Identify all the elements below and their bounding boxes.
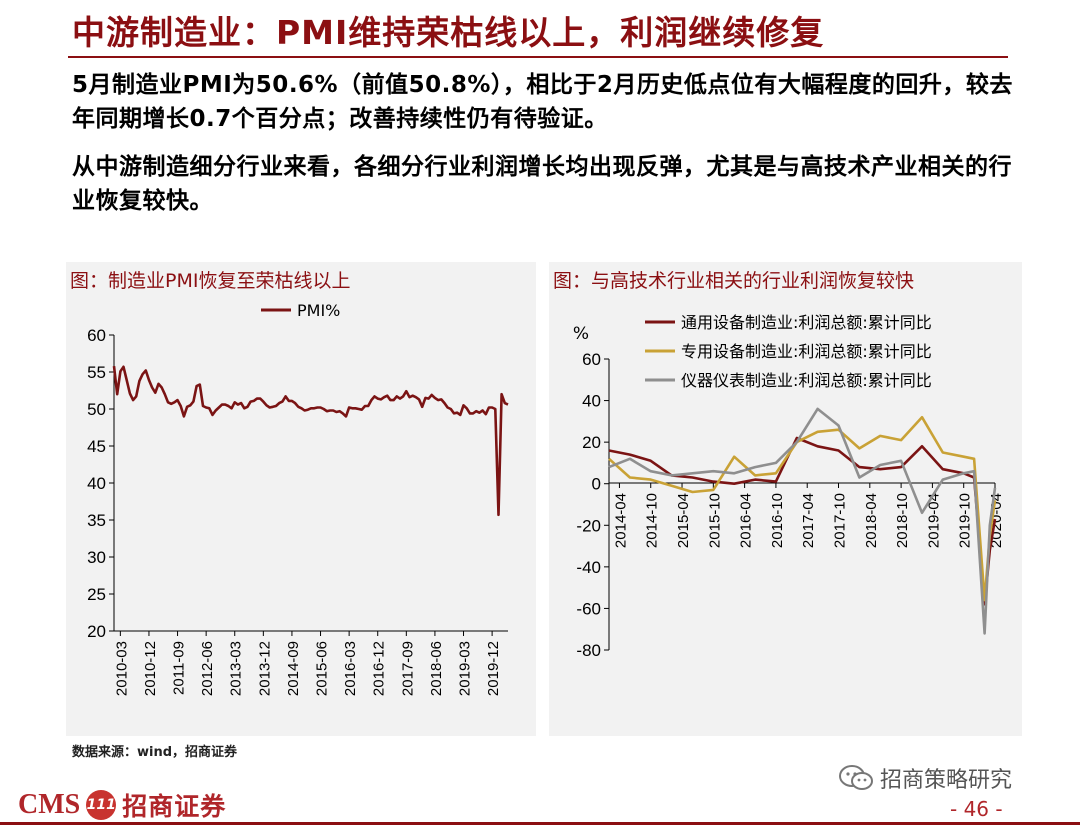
logo-cn-text: 招商证券: [122, 792, 227, 821]
title-divider: [68, 56, 1008, 58]
wechat-icon: [839, 765, 873, 790]
x-tick-label: 2018-04: [863, 493, 880, 548]
data-source-note: 数据来源：wind，招商证券: [72, 745, 238, 760]
x-tick-label: 2010-03: [113, 641, 130, 696]
cms-logo: CMS 111 招商证券: [18, 787, 226, 823]
profit-chart-title: 图：与高技术行业相关的行业利润恢复较快: [553, 270, 915, 292]
y-tick-label: -20: [576, 516, 601, 535]
x-tick-label: 2010-12: [142, 641, 159, 696]
x-tick-label: 2014-10: [644, 493, 661, 548]
series-line-3: [608, 407, 997, 635]
x-tick-label: 2014-04: [612, 493, 629, 548]
x-tick-label: 2013-12: [256, 641, 273, 696]
legend-label-1: 通用设备制造业:利润总额:累计同比: [681, 313, 932, 332]
y-tick-label: 40: [582, 392, 601, 411]
x-tick-label: 2018-10: [894, 493, 911, 548]
legend-label-3: 仪器仪表制造业:利润总额:累计同比: [681, 371, 932, 390]
x-tick-label: 2019-04: [925, 493, 942, 548]
x-tick-label: 2019-12: [485, 641, 502, 696]
page-number: - 46 -: [950, 797, 1003, 821]
wechat-watermark: 招商策略研究: [838, 762, 1012, 794]
profit-chart-panel: 图：与高技术行业相关的行业利润恢复较快 60 40 20 0 -20 -40 -60 -80 2…: [549, 262, 1022, 736]
y-tick-label: 45: [87, 437, 106, 456]
pmi-chart: 60 55 50 45 40 35 30 25 20 2010-03 2010-12 2011-09 2…: [87, 301, 509, 696]
x-tick-label: 2016-10: [769, 493, 786, 548]
y-tick-label: 25: [87, 585, 106, 604]
paragraph-industry-profit: 从中游制造细分行业来看，各细分行业利润增长均出现反弹，尤其是与高技术产业相关的行…: [72, 154, 1012, 214]
series-line-1: [112, 365, 509, 517]
x-tick-label: 2015-10: [706, 493, 723, 548]
y-tick-label: 0: [592, 475, 601, 494]
y-axis-unit: %: [573, 324, 589, 344]
x-tick-label: 2016-03: [342, 641, 359, 696]
x-tick-label: 2017-04: [800, 493, 817, 548]
pmi-chart-panel: 图：制造业PMI恢复至荣枯线以上 60 55 50 45 40 35 30 25 20 2010-…: [66, 262, 536, 736]
x-tick-label: 2015-06: [314, 641, 331, 696]
y-tick-label: 30: [87, 548, 106, 567]
y-tick-label: 20: [87, 622, 106, 641]
y-tick-label: 20: [582, 433, 601, 452]
profit-chart: 60 40 20 0 -20 -40 -60 -80 2014-04 2014-10 2015-04…: [573, 313, 1005, 660]
x-tick-label: 2018-06: [428, 641, 445, 696]
x-tick-label: 2019-03: [457, 641, 474, 696]
y-tick-label: 55: [87, 363, 106, 382]
x-tick-label: 2015-04: [675, 493, 692, 548]
footer-divider: [0, 822, 1080, 825]
series-line-1: [608, 436, 997, 606]
y-tick-label: 60: [87, 326, 106, 345]
x-tick-label: 2012-06: [199, 641, 216, 696]
logo-mark-icon: 111: [86, 790, 117, 820]
x-tick-label: 2014-09: [285, 641, 302, 696]
x-tick-label: 2017-10: [832, 493, 849, 548]
y-tick-label: 40: [87, 474, 106, 493]
x-tick-label: 2016-12: [371, 641, 388, 696]
legend-label-1: PMI%: [297, 301, 340, 320]
y-tick-label: -40: [576, 558, 601, 577]
paragraph-pmi-summary: 5月制造业PMI为50.6%（前值50.8%），相比于2月历史低点位有大幅程度的…: [72, 72, 1013, 132]
x-tick-label: 2013-03: [228, 641, 245, 696]
y-tick-label: 50: [87, 400, 106, 419]
x-tick-label: 2016-04: [738, 493, 755, 548]
x-tick-label: 2011-09: [171, 641, 188, 695]
slide-title: 中游制造业：PMI维持荣枯线以上，利润继续修复: [72, 13, 825, 52]
logo-cms-text: CMS: [18, 789, 81, 820]
y-tick-label: -60: [576, 599, 601, 618]
y-tick-label: -80: [576, 641, 601, 660]
x-tick-label: 2017-09: [399, 641, 416, 696]
legend-label-2: 专用设备制造业:利润总额:累计同比: [681, 342, 932, 361]
series-line-2: [608, 415, 997, 602]
y-tick-label: 35: [87, 511, 106, 530]
x-tick-label: 2019-10: [957, 493, 974, 548]
wechat-account-name: 招商策略研究: [880, 768, 1013, 793]
y-tick-label: 60: [582, 350, 601, 369]
pmi-chart-title: 图：制造业PMI恢复至荣枯线以上: [70, 270, 351, 292]
